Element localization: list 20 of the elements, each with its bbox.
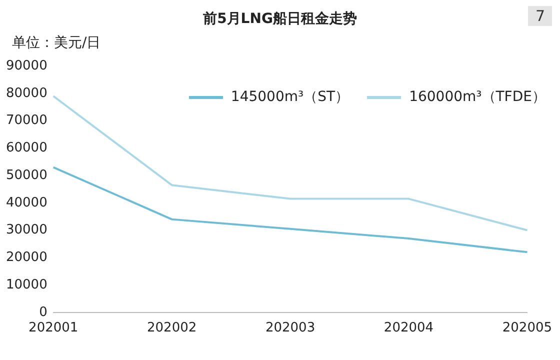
- y-tick-label: 50000: [6, 168, 48, 183]
- x-tick-label: 202005: [502, 320, 552, 336]
- x-tick-label: 202001: [28, 320, 78, 336]
- y-tick-label: 60000: [6, 140, 48, 156]
- y-tick-label: 30000: [6, 222, 48, 238]
- legend-label: 160000m³（TFDE）: [409, 88, 546, 106]
- y-axis-title: 单位：美元/日: [12, 34, 101, 52]
- y-tick-label: 0: [39, 304, 48, 320]
- y-tick-label: 70000: [6, 113, 48, 128]
- x-tick-label: 202002: [146, 320, 197, 336]
- x-tick-label: 202004: [384, 320, 434, 336]
- y-tick-label: 90000: [6, 58, 48, 74]
- y-tick-label: 80000: [6, 86, 48, 101]
- y-tick-label: 40000: [6, 195, 48, 210]
- legend-label: 145000m³（ST）: [230, 88, 350, 106]
- y-tick-label: 20000: [6, 250, 48, 266]
- chart-title: 前5月LNG船日租金走势: [203, 11, 357, 27]
- y-tick-label: 10000: [6, 277, 48, 292]
- text: 7: [528, 6, 552, 26]
- x-tick-label: 202003: [265, 320, 316, 336]
